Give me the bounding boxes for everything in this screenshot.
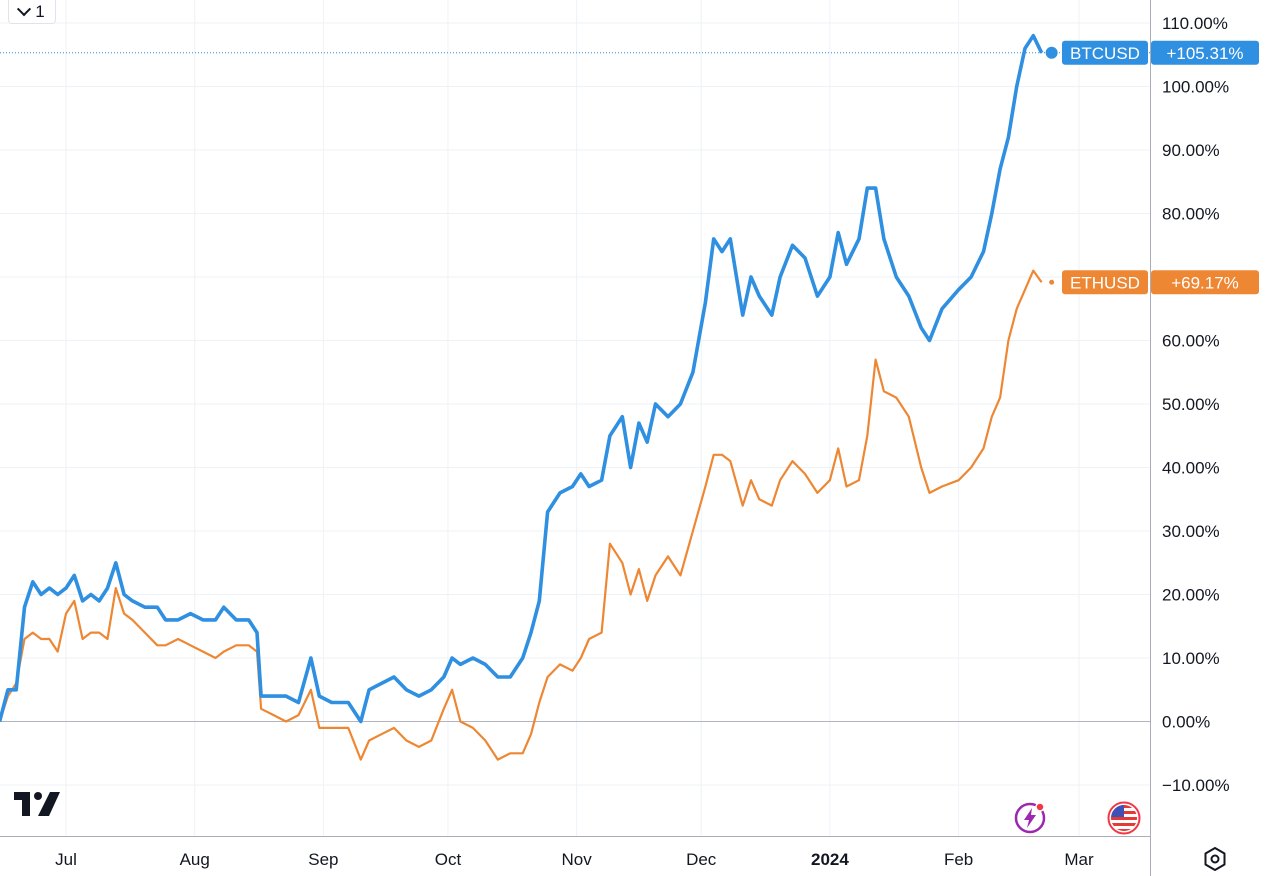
time-axis[interactable]: Jul Aug Sep Oct Nov Dec 2024 Feb Mar xyxy=(55,850,1094,869)
lightning-icon[interactable] xyxy=(1012,800,1048,836)
price-tick-label: 100.00% xyxy=(1162,78,1229,97)
eth-name-tag xyxy=(1062,270,1148,295)
logo-slash xyxy=(38,792,60,816)
time-tick-label: Sep xyxy=(308,850,338,869)
price-tick-label: −10.00% xyxy=(1162,776,1230,795)
bolt-glyph xyxy=(1024,808,1036,828)
price-tick-label: 50.00% xyxy=(1162,395,1220,414)
series-tags: BTCUSD +105.31% ETHUSD +69.17% xyxy=(1062,40,1259,295)
price-tick-label: 80.00% xyxy=(1162,205,1220,224)
time-tick-label: Dec xyxy=(686,850,717,869)
series-line-btcusd[interactable] xyxy=(0,33,1044,724)
btc-value-tag xyxy=(1151,40,1259,65)
price-tick-label: 20.00% xyxy=(1162,586,1220,605)
settings-hexagon xyxy=(1204,847,1226,871)
btc-value-label: +105.31% xyxy=(1166,44,1243,63)
series-line-ethusd[interactable] xyxy=(0,269,1043,761)
interval-selector-button[interactable]: 1 xyxy=(8,0,56,24)
horizontal-gridlines xyxy=(0,22,1150,786)
price-tick-label: 90.00% xyxy=(1162,141,1220,160)
chevron-down-icon xyxy=(17,1,32,16)
price-axis[interactable]: 110.00%100.00%90.00%80.00%70.00%60.00%50… xyxy=(1162,14,1230,795)
btc-last-point-marker xyxy=(1045,46,1058,59)
eth-value-label: +69.17% xyxy=(1171,273,1239,292)
logo-mark xyxy=(14,792,30,816)
price-tick-label: 110.00% xyxy=(1162,14,1228,33)
interval-label: 1 xyxy=(35,1,45,21)
time-tick-label: Aug xyxy=(180,850,210,869)
notification-dot xyxy=(1035,802,1045,812)
us-flag-icon[interactable] xyxy=(1106,800,1142,836)
settings-center xyxy=(1210,854,1220,864)
btc-name-label: BTCUSD xyxy=(1070,44,1140,63)
time-tick-label: Mar xyxy=(1064,850,1094,869)
price-tick-label: 40.00% xyxy=(1162,459,1220,478)
bolt-ring xyxy=(1014,802,1046,834)
eth-value-tag xyxy=(1151,270,1259,295)
price-tick-label: 60.00% xyxy=(1162,332,1220,351)
price-tick-label: 0.00% xyxy=(1162,713,1210,732)
settings-icon[interactable] xyxy=(1200,844,1230,874)
logo-dot xyxy=(34,792,42,800)
price-tick-label: 30.00% xyxy=(1162,522,1220,541)
price-tick-label: 10.00% xyxy=(1162,649,1220,668)
vertical-gridlines xyxy=(65,0,1080,836)
time-tick-label: Oct xyxy=(435,850,462,869)
flag-body xyxy=(1111,805,1137,831)
eth-name-label: ETHUSD xyxy=(1070,273,1140,292)
time-tick-label: Feb xyxy=(944,850,973,869)
eth-last-point-marker xyxy=(1049,279,1055,285)
time-tick-label: Nov xyxy=(562,850,593,869)
tradingview-logo[interactable] xyxy=(14,792,60,818)
time-tick-label: Jul xyxy=(55,850,77,869)
btc-name-tag xyxy=(1062,40,1148,65)
time-tick-label: 2024 xyxy=(811,850,849,869)
